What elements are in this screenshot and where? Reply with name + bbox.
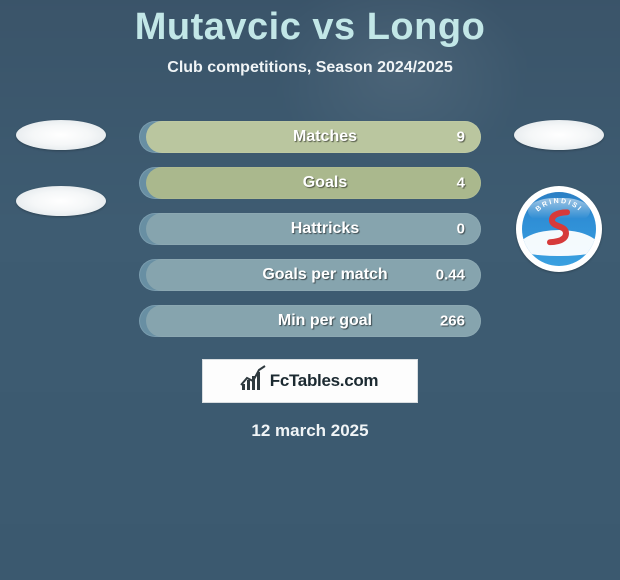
stat-label: Hattricks: [139, 220, 481, 238]
stat-label: Min per goal: [139, 312, 481, 330]
stat-value: 4: [457, 175, 465, 192]
stat-label: Goals per match: [139, 266, 481, 284]
club-crest-right: BRINDISI: [516, 186, 602, 272]
stat-value: 0: [457, 221, 465, 238]
player-badge-left-2: [16, 186, 106, 216]
stat-value: 266: [440, 313, 465, 330]
content-root: Mutavcic vs Longo Club competitions, Sea…: [0, 0, 620, 580]
bar-chart-icon: [242, 372, 264, 390]
stat-row-goals: Goals 4: [139, 167, 481, 199]
stat-row-hattricks: Hattricks 0: [139, 213, 481, 245]
stat-row-min-per-goal: Min per goal 266: [139, 305, 481, 337]
player-badge-right-1: [514, 120, 604, 150]
player-badge-left-1: [16, 120, 106, 150]
stat-label: Matches: [139, 128, 481, 146]
date-text: 12 march 2025: [251, 421, 368, 441]
page-title: Mutavcic vs Longo: [135, 6, 486, 49]
stat-row-goals-per-match: Goals per match 0.44: [139, 259, 481, 291]
watermark-box: FcTables.com: [202, 359, 418, 403]
stat-label: Goals: [139, 174, 481, 192]
stat-value: 9: [457, 129, 465, 146]
crest-inner: BRINDISI: [522, 192, 596, 266]
crest-s-icon: [544, 209, 574, 245]
subtitle: Club competitions, Season 2024/2025: [167, 59, 452, 77]
watermark-text: FcTables.com: [270, 371, 379, 391]
stat-value: 0.44: [436, 267, 465, 284]
stat-row-matches: Matches 9: [139, 121, 481, 153]
left-badges: [16, 120, 106, 216]
right-badges: BRINDISI: [514, 120, 604, 272]
